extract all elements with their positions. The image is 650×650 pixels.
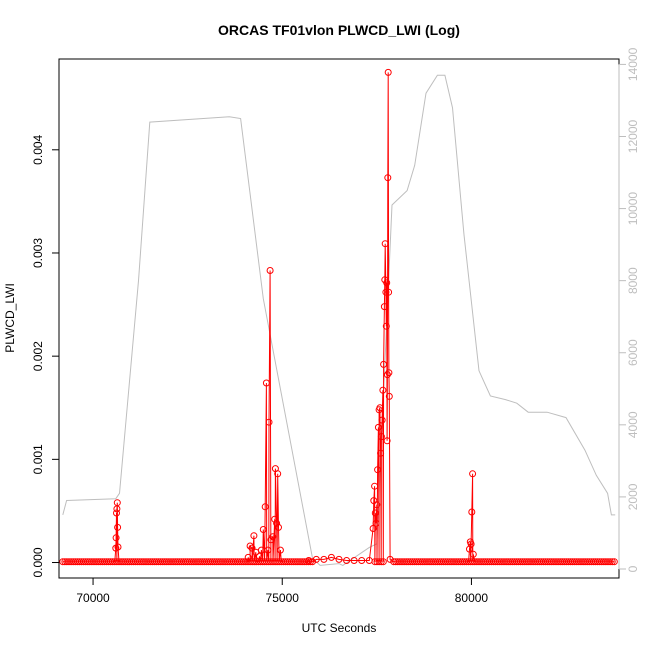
- y2-tick-label: 12000: [626, 119, 640, 153]
- y2-tick-label: 14000: [626, 47, 640, 81]
- x-axis: 70000 75000 80000: [76, 577, 489, 605]
- y-tick-label: 0.003: [31, 238, 45, 268]
- data-point: [343, 557, 351, 564]
- data-point: [608, 558, 616, 566]
- data-point: [377, 433, 385, 441]
- data-point: [384, 68, 392, 76]
- data-point: [386, 555, 394, 563]
- y2-tick-label: 10000: [626, 192, 640, 226]
- data-point: [266, 267, 274, 274]
- data-point: [113, 509, 120, 517]
- data-point: [112, 534, 120, 542]
- data-point: [269, 533, 277, 541]
- y2-tick-label: 6000: [626, 339, 640, 366]
- data-point: [382, 288, 390, 296]
- data-point: [113, 499, 121, 507]
- data-point: [380, 360, 388, 368]
- data-point: [371, 509, 379, 517]
- data-point: [383, 437, 391, 445]
- data-point: [262, 379, 270, 387]
- data-point: [264, 546, 272, 554]
- x-tick-label: 70000: [76, 591, 110, 605]
- y-axis-label: PLWCD_LWI: [3, 283, 17, 353]
- data-point: [246, 542, 254, 550]
- data-point: [379, 558, 387, 566]
- data-point: [377, 449, 385, 457]
- data-point: [385, 288, 393, 296]
- data-point: [378, 416, 386, 424]
- data-point: [383, 279, 391, 287]
- y-tick-label: 0.004: [31, 134, 45, 164]
- y2-tick-label: 0: [626, 565, 640, 572]
- data-point: [383, 371, 391, 379]
- data-point: [271, 515, 279, 523]
- data-point: [275, 523, 282, 531]
- data-point: [381, 240, 389, 248]
- x-tick-label: 75000: [266, 591, 300, 605]
- data-point: [248, 544, 256, 552]
- data-point: [261, 503, 269, 511]
- data-point: [372, 519, 380, 527]
- chart-title: ORCAS TF01vlon PLWCD_LWI (Log): [218, 22, 460, 38]
- data-point: [276, 546, 284, 554]
- data-point: [467, 540, 475, 548]
- y2-tick-label: 8000: [626, 267, 640, 294]
- data-point: [250, 532, 258, 540]
- x-tick-label: 80000: [455, 591, 489, 605]
- y-axis-left: 0.000 0.001 0.002 0.003 0.004: [31, 134, 60, 578]
- data-point: [375, 558, 383, 566]
- data-point: [369, 525, 377, 532]
- data-point: [610, 558, 618, 566]
- data-point: [380, 303, 388, 311]
- data-point: [385, 369, 393, 377]
- data-point: [371, 482, 379, 490]
- data-point: [382, 322, 390, 330]
- data-point: [335, 555, 343, 563]
- y-tick-label: 0.000: [31, 547, 45, 577]
- x-axis-label: UTC Seconds: [302, 621, 377, 635]
- y2-tick-label: 2000: [626, 483, 640, 510]
- y-tick-label: 0.002: [31, 341, 45, 371]
- data-point: [306, 558, 314, 566]
- data-point: [374, 423, 382, 431]
- altitude-line: [62, 74, 616, 566]
- data-point: [265, 418, 273, 426]
- data-point: [305, 557, 313, 564]
- data-point: [114, 523, 122, 531]
- data-point: [274, 470, 282, 478]
- data-point: [114, 543, 122, 551]
- data-point: [350, 557, 358, 564]
- y2-tick-label: 4000: [626, 411, 640, 438]
- grey-series: [62, 74, 616, 566]
- y-axis-right: 0 2000 4000 6000 8000 10000 12000 14000: [618, 47, 640, 572]
- data-point: [606, 558, 614, 566]
- data-point: [358, 557, 366, 564]
- data-point: [468, 508, 476, 516]
- data-point: [469, 470, 477, 478]
- data-point: [273, 519, 281, 527]
- data-point: [385, 392, 393, 400]
- data-point: [312, 555, 320, 563]
- data-point: [373, 501, 381, 509]
- data-point: [377, 558, 385, 566]
- data-point: [376, 404, 384, 412]
- data-point: [320, 555, 328, 563]
- data-point: [384, 174, 392, 182]
- data-point: [327, 553, 335, 561]
- data-point: [379, 386, 387, 394]
- data-point: [469, 550, 477, 558]
- data-point: [309, 558, 316, 566]
- data-point: [374, 466, 382, 474]
- data-point: [244, 553, 252, 561]
- red-series: [59, 68, 618, 566]
- data-point: [259, 526, 267, 533]
- y-tick-label: 0.001: [31, 444, 45, 474]
